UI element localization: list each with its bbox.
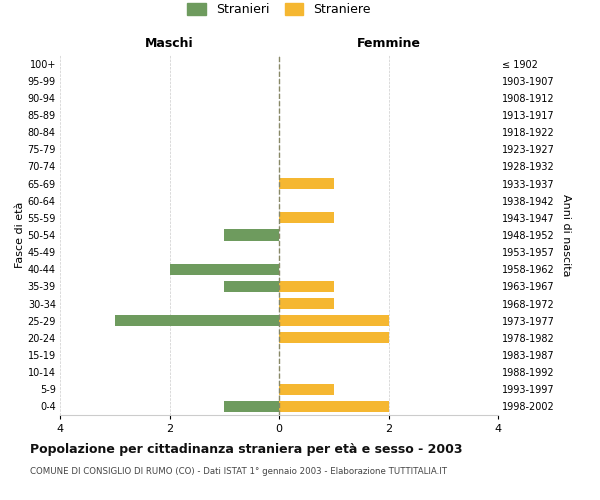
Text: Popolazione per cittadinanza straniera per età e sesso - 2003: Popolazione per cittadinanza straniera p… bbox=[30, 442, 463, 456]
Bar bbox=[279, 315, 389, 326]
Y-axis label: Fasce di età: Fasce di età bbox=[14, 202, 25, 268]
Legend: Stranieri, Straniere: Stranieri, Straniere bbox=[184, 0, 374, 20]
Bar bbox=[224, 281, 279, 292]
Bar bbox=[170, 264, 279, 275]
Bar bbox=[279, 281, 334, 292]
Bar bbox=[279, 212, 334, 224]
Bar bbox=[279, 401, 389, 412]
Bar bbox=[115, 315, 279, 326]
Bar bbox=[224, 401, 279, 412]
Bar bbox=[279, 384, 334, 395]
Bar bbox=[279, 178, 334, 189]
Y-axis label: Anni di nascita: Anni di nascita bbox=[560, 194, 571, 276]
Text: COMUNE DI CONSIGLIO DI RUMO (CO) - Dati ISTAT 1° gennaio 2003 - Elaborazione TUT: COMUNE DI CONSIGLIO DI RUMO (CO) - Dati … bbox=[30, 468, 447, 476]
Bar bbox=[224, 230, 279, 240]
Text: Femmine: Femmine bbox=[356, 37, 421, 50]
Bar bbox=[279, 332, 389, 344]
Text: Maschi: Maschi bbox=[145, 37, 194, 50]
Bar bbox=[279, 298, 334, 309]
